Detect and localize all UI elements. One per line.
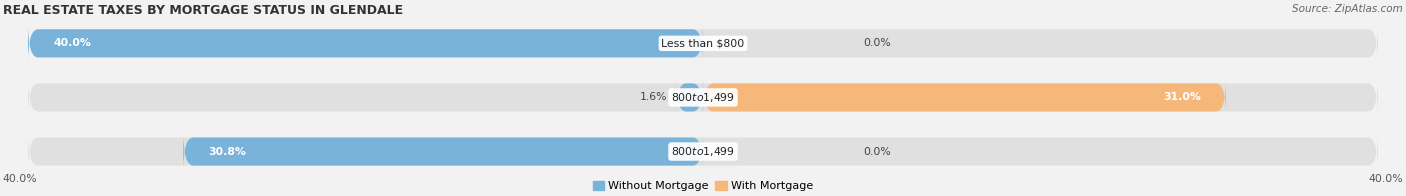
Text: 0.0%: 0.0% [863,38,891,48]
Text: Source: ZipAtlas.com: Source: ZipAtlas.com [1292,4,1403,14]
Text: 40.0%: 40.0% [53,38,91,48]
FancyBboxPatch shape [703,79,1226,116]
Text: $800 to $1,499: $800 to $1,499 [671,91,735,104]
Text: 0.0%: 0.0% [863,147,891,157]
Text: Less than $800: Less than $800 [661,38,745,48]
FancyBboxPatch shape [28,79,1378,116]
FancyBboxPatch shape [28,133,1378,170]
Text: REAL ESTATE TAXES BY MORTGAGE STATUS IN GLENDALE: REAL ESTATE TAXES BY MORTGAGE STATUS IN … [3,4,404,17]
Legend: Without Mortgage, With Mortgage: Without Mortgage, With Mortgage [588,177,818,196]
FancyBboxPatch shape [28,25,703,62]
Text: 40.0%: 40.0% [1368,174,1403,184]
Text: $800 to $1,499: $800 to $1,499 [671,145,735,158]
FancyBboxPatch shape [183,133,703,170]
Text: 40.0%: 40.0% [3,174,38,184]
FancyBboxPatch shape [676,79,703,116]
Text: 31.0%: 31.0% [1163,93,1201,103]
FancyBboxPatch shape [28,25,1378,62]
Text: 1.6%: 1.6% [640,93,668,103]
Text: 30.8%: 30.8% [208,147,246,157]
